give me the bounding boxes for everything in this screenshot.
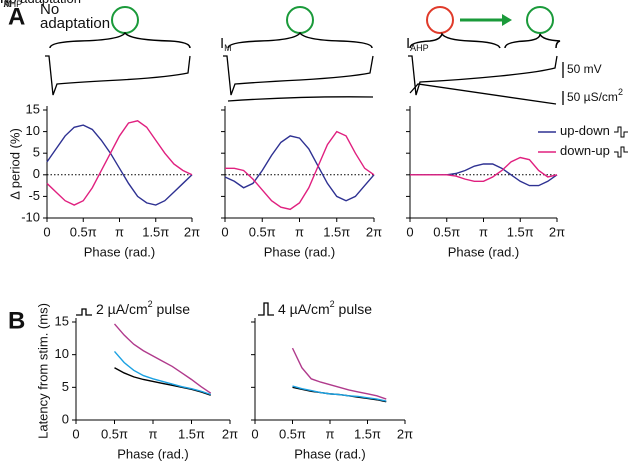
text-part: adaptation xyxy=(40,15,110,32)
x-tick-label: 0 xyxy=(221,224,228,239)
legend-label: up-down xyxy=(560,123,610,138)
data-line xyxy=(292,385,387,402)
legend-label: down-up xyxy=(560,143,610,158)
y-tick-label: 10 xyxy=(26,123,40,138)
pulse-icon xyxy=(614,126,628,138)
text-part: No xyxy=(40,1,59,18)
x-axis-label: Phase (rad.) xyxy=(448,244,520,259)
legend-label: IAHP xyxy=(0,0,22,9)
x-tick-label: π xyxy=(149,426,158,441)
data-line xyxy=(113,323,212,394)
x-tick-label: 1.5π xyxy=(142,224,169,239)
x-axis-label: Phase (rad.) xyxy=(294,446,366,461)
legend-name: No adaptation xyxy=(0,0,81,6)
x-tick-label: 0.5π xyxy=(279,426,306,441)
x-tick-label: π xyxy=(479,224,488,239)
x-tick-label: 2π xyxy=(397,426,413,441)
chart-title: 2 µA/cm2 pulse xyxy=(96,299,190,316)
chart-title: No adaptation xyxy=(40,1,110,32)
x-axis-label: Phase (rad.) xyxy=(264,244,336,259)
text-part: M xyxy=(224,43,232,53)
x-tick-label: 0 xyxy=(43,224,50,239)
x-tick-label: 1.5π xyxy=(354,426,381,441)
text-part: pulse xyxy=(335,301,373,317)
x-tick-label: 0 xyxy=(406,224,413,239)
x-tick-label: π xyxy=(295,224,304,239)
text-part: I xyxy=(220,35,224,52)
data-line xyxy=(225,130,375,211)
legend-subscript: AHP xyxy=(4,0,23,9)
legend-label: No adaptation xyxy=(0,0,81,6)
x-tick-label: 0 xyxy=(251,426,258,441)
x-tick-label: π xyxy=(115,224,124,239)
panel-letter: B xyxy=(8,307,25,334)
x-tick-label: 1.5π xyxy=(507,224,534,239)
x-tick-label: 2π xyxy=(366,224,382,239)
y-tick-label: -10 xyxy=(21,209,40,224)
legend-name: down-up xyxy=(560,143,610,158)
data-line xyxy=(291,347,387,400)
legend-label: IM xyxy=(0,0,11,9)
data-line xyxy=(46,120,193,206)
traces xyxy=(45,55,564,105)
data-line xyxy=(113,350,211,396)
chart-title: IAHP xyxy=(406,35,429,53)
text-part: 4 µA/cm xyxy=(278,301,330,317)
legend-name: up-down xyxy=(560,123,610,138)
y-tick-label: 15 xyxy=(55,313,69,328)
x-tick-label: 0.5π xyxy=(249,224,276,239)
x-axis-label: Phase (rad.) xyxy=(117,446,189,461)
x-tick-label: 0.5π xyxy=(70,224,97,239)
braces xyxy=(49,31,561,49)
x-tick-label: 2π xyxy=(549,224,565,239)
x-axis-label: Phase (rad.) xyxy=(84,244,156,259)
legend-subscript: M xyxy=(4,0,12,9)
text-part: 2 xyxy=(618,87,623,97)
pulse-icon xyxy=(258,302,274,316)
y-axis-label: Latency from stim. (ms) xyxy=(35,303,50,439)
data-line xyxy=(410,156,558,182)
x-tick-label: 1.5π xyxy=(323,224,350,239)
text-part: I xyxy=(406,35,410,52)
x-tick-label: 1.5π xyxy=(178,426,205,441)
text-part: 50 µS/cm xyxy=(567,90,618,104)
data-line xyxy=(46,124,193,206)
text-part: pulse xyxy=(153,301,191,317)
x-tick-label: π xyxy=(326,426,335,441)
y-tick-label: 0 xyxy=(33,166,40,181)
text-part: AHP xyxy=(410,43,429,53)
x-tick-label: 0 xyxy=(72,426,79,441)
chart-title: 4 µA/cm2 pulse xyxy=(278,299,372,316)
y-tick-label: 15 xyxy=(26,101,40,116)
x-tick-label: 0.5π xyxy=(433,224,460,239)
scale-label: 50 mV xyxy=(567,62,602,76)
chart-title: IM xyxy=(220,35,232,53)
y-tick-label: 0 xyxy=(62,411,69,426)
x-tick-label: 2π xyxy=(184,224,200,239)
pulse-icon xyxy=(76,308,92,316)
legend-name: I xyxy=(0,0,4,6)
panel-letter: A xyxy=(8,3,25,30)
text-part: 2 xyxy=(148,299,153,309)
text-part: 2 µA/cm xyxy=(96,301,148,317)
x-tick-label: 0.5π xyxy=(101,426,128,441)
y-axis-label: Δ period (%) xyxy=(7,128,22,200)
y-tick-label: 5 xyxy=(33,145,40,160)
y-tick-label: -5 xyxy=(28,188,40,203)
pulse-icon xyxy=(614,146,628,158)
cycle-icons xyxy=(111,6,554,34)
y-tick-label: 10 xyxy=(55,346,69,361)
x-tick-label: 2π xyxy=(222,426,238,441)
data-line xyxy=(224,135,375,202)
text-part: 2 xyxy=(330,299,335,309)
scale-label: 50 µS/cm2 xyxy=(567,87,623,104)
legend-name: I xyxy=(0,0,4,6)
y-tick-label: 5 xyxy=(62,379,69,394)
